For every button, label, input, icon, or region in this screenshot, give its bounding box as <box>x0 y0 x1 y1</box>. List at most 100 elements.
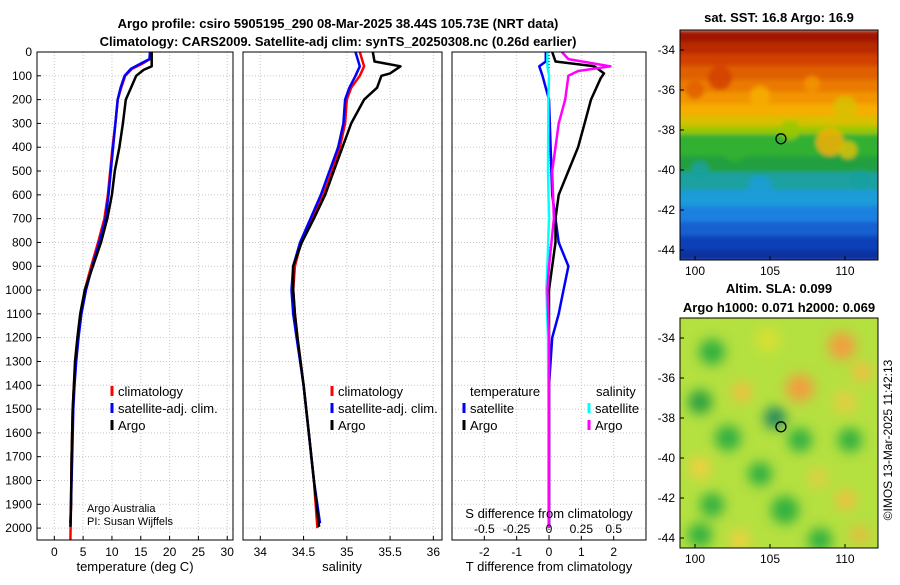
sst-eddy <box>816 128 844 156</box>
temperature-xlabel: temperature (deg C) <box>76 559 193 574</box>
argo-location-marker <box>775 133 787 145</box>
series-argo <box>291 52 402 528</box>
sst-map-panel: 100 105 110 -34 -36 -38 -40 -42 -44 <box>658 29 879 278</box>
sst-band <box>680 54 878 68</box>
x-tick-label: 100 <box>685 264 705 278</box>
x-tick-label: 100 <box>685 552 705 566</box>
sst-band <box>680 66 878 82</box>
y-tick-label: -36 <box>658 371 676 385</box>
sla-eddy <box>748 462 772 486</box>
x-tick-label: 10 <box>105 545 119 559</box>
y-tick-label: 300 <box>12 116 32 130</box>
x-tick-label: 105 <box>760 552 780 566</box>
y-tick-label: 1800 <box>5 473 32 487</box>
sla-eddy <box>756 328 780 352</box>
series-group <box>69 52 153 540</box>
series-group <box>290 52 402 529</box>
sla-eddy <box>688 523 712 547</box>
difference-xlabel: T difference from climatology <box>466 559 633 574</box>
y-tick-label: 1100 <box>6 307 32 321</box>
sla-eddy <box>786 374 814 402</box>
x-tick-label: 0 <box>51 545 58 559</box>
sst-band <box>680 190 878 208</box>
sla-map-panel: 100 105 110 -34 -36 -38 -40 -42 -44 <box>658 317 879 566</box>
x-tick-label: 35 <box>340 545 354 559</box>
legend-label: Argo <box>338 418 365 433</box>
sst-eddy <box>804 76 820 92</box>
y-tick-label: -42 <box>658 491 676 505</box>
sst-eddy <box>708 66 732 90</box>
series-temperature-satellite <box>538 52 570 526</box>
legend-title: salinity <box>596 384 636 399</box>
x-top-tick-label: -0.25 <box>503 522 531 536</box>
x-tick-label: -1 <box>511 545 522 559</box>
y-tick-label: 500 <box>12 164 32 178</box>
series-group <box>538 52 612 529</box>
sst-map-title: sat. SST: 16.8 Argo: 16.9 <box>704 10 854 25</box>
sla-eddy <box>730 530 750 548</box>
legend-label: Argo <box>470 418 497 433</box>
sla-eddy <box>836 490 856 510</box>
y-tick-label: 700 <box>12 212 32 226</box>
legend-label: satellite-adj. clim. <box>338 401 438 416</box>
y-tick-label: 1700 <box>5 450 32 464</box>
sst-band <box>680 236 878 252</box>
y-tick-label: 400 <box>12 140 32 154</box>
temperature-panel: 0 5 10 15 20 25 300100200300400500600700800900… <box>5 45 234 559</box>
sla-map-title-line2: Argo h1000: 0.071 h2000: 0.069 <box>683 300 875 315</box>
series-satellite-adj-clim- <box>69 52 152 524</box>
sst-eddy <box>723 138 747 162</box>
sst-bands <box>680 30 878 260</box>
y-tick-label: 1400 <box>5 378 32 392</box>
sst-eddy <box>780 120 800 140</box>
sla-eddy <box>833 390 857 414</box>
legend-label: Argo <box>118 418 145 433</box>
axes-frame <box>36 51 234 541</box>
x-tick-label: 1 <box>578 545 585 559</box>
sst-band <box>680 92 878 106</box>
legend-label: satellite <box>595 401 639 416</box>
y-tick-label: 1600 <box>5 426 32 440</box>
annotation-line1: Argo Australia <box>87 503 156 515</box>
y-tick-label: -36 <box>658 83 676 97</box>
sla-eddy <box>771 496 799 524</box>
sst-eddy <box>850 170 870 190</box>
series-argo <box>69 52 153 527</box>
y-tick-label: -44 <box>658 243 676 257</box>
x-top-tick-label: -0.5 <box>474 522 495 536</box>
sla-eddy <box>852 362 872 382</box>
x-tick-label: -2 <box>479 545 490 559</box>
x-tick-label: 34.5 <box>292 545 316 559</box>
legend-label: climatology <box>118 384 184 399</box>
sla-field <box>680 318 878 548</box>
y-tick-label: 0 <box>25 45 32 59</box>
x-tick-label: 5 <box>80 545 87 559</box>
sla-eddy <box>700 493 724 517</box>
y-tick-label: 1900 <box>5 497 32 511</box>
series-satellite-adj-clim- <box>290 52 362 524</box>
x-top-tick-label: 0.5 <box>605 522 622 536</box>
x-top-tick-label: 0.25 <box>570 522 594 536</box>
sst-band <box>680 30 878 44</box>
y-tick-label: -38 <box>658 411 676 425</box>
y-tick-label: 1000 <box>5 283 32 297</box>
sla-eddy <box>828 332 856 360</box>
y-tick-label: 600 <box>12 188 32 202</box>
sst-band <box>680 42 878 56</box>
y-tick-label: -38 <box>658 123 676 137</box>
annotation-line2: PI: Susan Wijffels <box>87 516 173 528</box>
x-tick-label: 30 <box>221 545 235 559</box>
sla-eddy <box>808 528 832 548</box>
argo-location-marker <box>775 421 787 433</box>
x-tick-label: 110 <box>835 552 854 566</box>
sst-band <box>680 104 878 118</box>
sla-eddy <box>850 525 870 545</box>
y-tick-label: -34 <box>658 43 676 57</box>
sla-eddy <box>688 390 712 414</box>
y-tick-label: 1500 <box>5 402 32 416</box>
x-tick-label: 105 <box>760 264 780 278</box>
y-tick-label: 800 <box>12 235 32 249</box>
sst-eddy <box>686 81 704 99</box>
legend-label: Argo <box>595 418 622 433</box>
sla-eddy <box>699 339 725 365</box>
